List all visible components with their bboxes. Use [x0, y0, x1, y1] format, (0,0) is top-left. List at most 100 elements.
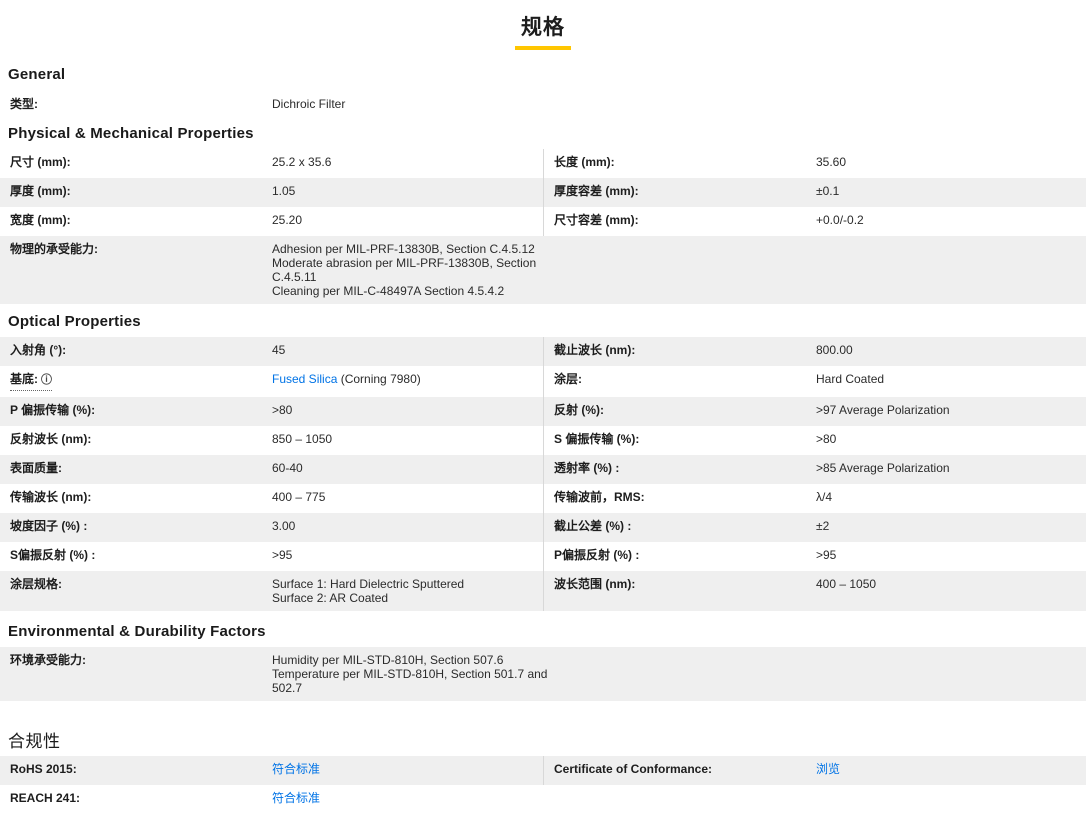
spec-cell: 传输波前，RMS: λ/4 — [543, 484, 1086, 513]
spec-row: 反射波长 (nm): 850 – 1050 S 偏振传输 (%): >80 — [0, 426, 1086, 455]
spec-cell: S 偏振传输 (%): >80 — [543, 426, 1086, 455]
spec-cell: 基底: ⓘ Fused Silica (Corning 7980) — [0, 366, 543, 397]
spec-label: 传输波前，RMS: — [554, 490, 645, 504]
spec-label: RoHS 2015: — [10, 762, 77, 776]
spec-row: 传输波长 (nm): 400 – 775 传输波前，RMS: λ/4 — [0, 484, 1086, 513]
spec-label: REACH 241: — [10, 791, 81, 805]
spec-value: 25.20 — [272, 213, 303, 227]
spec-cell: 透射率 (%) : >85 Average Polarization — [543, 455, 1086, 484]
spec-value-line: Cleaning per MIL-C-48497A Section 4.5.4.… — [272, 284, 505, 298]
spec-value: 符合标准 — [272, 762, 320, 777]
spec-value-line: Surface 2: AR Coated — [272, 591, 389, 605]
section-physical: Physical & Mechanical Properties 尺寸 (mm):… — [0, 125, 1086, 304]
spec-label: 截止公差 (%) : — [554, 519, 632, 533]
spec-cell: 长度 (mm): 35.60 — [543, 149, 1086, 178]
spec-row: 入射角 (°): 45 截止波长 (nm): 800.00 — [0, 337, 1086, 366]
section-heading-compliance: 合规性 — [8, 732, 61, 751]
spec-label: 尺寸容差 (mm): — [554, 213, 639, 227]
spec-cell: 涂层: Hard Coated — [543, 366, 1086, 397]
spec-value: 25.2 x 35.6 — [272, 155, 332, 169]
spec-value-line: C.4.5.11 — [272, 270, 317, 284]
info-icon[interactable]: ⓘ — [41, 374, 52, 386]
spec-label: 坡度因子 (%) : — [10, 519, 88, 533]
spec-cell: REACH 241: 符合标准 — [0, 785, 1086, 814]
spec-cell: 截止公差 (%) : ±2 — [543, 513, 1086, 542]
spec-row: 表面质量: 60-40 透射率 (%) : >85 Average Polarizat… — [0, 455, 1086, 484]
tooltip-label[interactable]: 基底: ⓘ — [10, 372, 52, 391]
spec-label: 传输波长 (nm): — [10, 490, 92, 504]
spec-value: 60-40 — [272, 461, 303, 475]
spec-value: 400 – 775 — [272, 490, 326, 504]
spec-cell: 反射 (%): >97 Average Polarization — [543, 397, 1086, 426]
page-header: 规格 — [0, 0, 1086, 50]
spec-label: 厚度容差 (mm): — [554, 184, 639, 198]
spec-cell: 传输波长 (nm): 400 – 775 — [0, 484, 543, 513]
spec-row: 厚度 (mm): 1.05 厚度容差 (mm): ±0.1 — [0, 178, 1086, 207]
spec-cell: 波长范围 (nm): 400 – 1050 — [543, 571, 1086, 611]
spec-cell: 截止波长 (nm): 800.00 — [543, 337, 1086, 366]
spec-cell: RoHS 2015: 符合标准 — [0, 756, 543, 785]
spec-link[interactable]: 符合标准 — [272, 762, 321, 776]
spec-value: >95 — [816, 548, 837, 562]
section-heading-physical: Physical & Mechanical Properties — [8, 125, 254, 142]
spec-value: ±0.1 — [816, 184, 840, 198]
spec-cell: 表面质量: 60-40 — [0, 455, 543, 484]
spec-row: RoHS 2015: 符合标准 Certificate of Conformance… — [0, 756, 1086, 785]
spec-row: 坡度因子 (%) : 3.00 截止公差 (%) : ±2 — [0, 513, 1086, 542]
spec-cell: 涂层规格: Surface 1: Hard Dielectric Sputtere… — [0, 571, 543, 611]
spec-value-text: (Corning 7980) — [337, 372, 421, 386]
spec-value: 850 – 1050 — [272, 432, 333, 446]
spec-value: 符合标准 — [272, 791, 320, 806]
spec-table-physical: 尺寸 (mm): 25.2 x 35.6 长度 (mm): 35.60 厚度 (mm):… — [0, 149, 1086, 304]
spec-value: Dichroic Filter — [272, 97, 346, 111]
spec-label: 表面质量: — [10, 461, 62, 475]
spec-label: 环境承受能力: — [10, 653, 86, 667]
spec-label: 反射波长 (nm): — [10, 432, 92, 446]
spec-value: Adhesion per MIL-PRF-13830B, Section C.4… — [272, 242, 536, 298]
spec-label: S偏振反射 (%) : — [10, 548, 96, 562]
spec-value-line: Adhesion per MIL-PRF-13830B, Section C.4… — [272, 242, 535, 256]
spec-row: 基底: ⓘ Fused Silica (Corning 7980) 涂层: Hard C… — [0, 366, 1086, 397]
spec-cell: 厚度容差 (mm): ±0.1 — [543, 178, 1086, 207]
spec-row: 尺寸 (mm): 25.2 x 35.6 长度 (mm): 35.60 — [0, 149, 1086, 178]
spec-cell: P偏振反射 (%) : >95 — [543, 542, 1086, 571]
section-heading-optical: Optical Properties — [8, 313, 141, 330]
spec-value: 35.60 — [816, 155, 847, 169]
spec-link[interactable]: 浏览 — [816, 762, 841, 776]
spec-row: 类型: Dichroic Filter — [0, 91, 1086, 120]
section-heading-environmental: Environmental & Durability Factors — [8, 623, 266, 640]
section-general: General 类型: Dichroic Filter — [0, 66, 1086, 120]
spec-link[interactable]: 符合标准 — [272, 791, 321, 805]
spec-cell: 坡度因子 (%) : 3.00 — [0, 513, 543, 542]
spec-value-line: 502.7 — [272, 681, 303, 695]
spec-label: P偏振反射 (%) : — [554, 548, 640, 562]
spec-table-general: 类型: Dichroic Filter — [0, 91, 1086, 120]
spec-value: ±2 — [816, 519, 830, 533]
spec-value: 400 – 1050 — [816, 577, 877, 591]
spec-table-environmental: 环境承受能力: Humidity per MIL-STD-810H, Sectio… — [0, 647, 1086, 701]
spec-row: S偏振反射 (%) : >95 P偏振反射 (%) : >95 — [0, 542, 1086, 571]
section-compliance: 合规性 RoHS 2015: 符合标准 Certificate of Conforma… — [0, 727, 1086, 814]
page-title: 规格 — [521, 16, 565, 39]
spec-value: >80 — [816, 432, 837, 446]
spec-cell: 厚度 (mm): 1.05 — [0, 178, 543, 207]
spec-value: Surface 1: Hard Dielectric Sputtered Surf… — [272, 577, 464, 605]
spec-link[interactable]: Fused Silica — [272, 372, 338, 386]
spec-value: Hard Coated — [816, 372, 885, 386]
spec-cell: 反射波长 (nm): 850 – 1050 — [0, 426, 543, 455]
title-underline-accent — [515, 46, 571, 50]
spec-value: >97 Average Polarization — [816, 403, 950, 417]
spec-value: λ/4 — [816, 490, 833, 504]
spec-cell: Certificate of Conformance: 浏览 — [543, 756, 1086, 785]
spec-label: 宽度 (mm): — [10, 213, 71, 227]
spec-cell: P 偏振传输 (%): >80 — [0, 397, 543, 426]
spec-value: >80 — [272, 403, 293, 417]
spec-label: 波长范围 (nm): — [554, 577, 636, 591]
spec-value: 1.05 — [272, 184, 296, 198]
spec-cell: S偏振反射 (%) : >95 — [0, 542, 543, 571]
sections: General 类型: Dichroic Filter Physical & Mech… — [0, 66, 1086, 814]
spec-value: >85 Average Polarization — [816, 461, 950, 475]
spec-value: >95 — [272, 548, 293, 562]
spec-row: 涂层规格: Surface 1: Hard Dielectric Sputtere… — [0, 571, 1086, 611]
spec-table-optical: 入射角 (°): 45 截止波长 (nm): 800.00 基底: ⓘ Fused Sili… — [0, 337, 1086, 611]
